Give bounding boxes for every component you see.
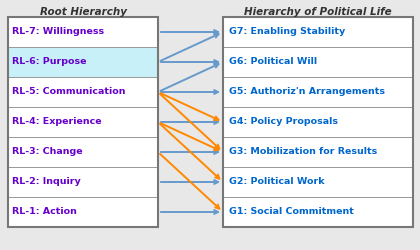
Bar xyxy=(223,17,413,47)
Text: RL-7: Willingness: RL-7: Willingness xyxy=(12,28,104,36)
Text: RL-1: Action: RL-1: Action xyxy=(12,208,77,216)
Bar xyxy=(8,197,158,227)
Text: G2: Political Work: G2: Political Work xyxy=(229,178,325,186)
Text: RL-5: Communication: RL-5: Communication xyxy=(12,88,126,96)
Text: G6: Political Will: G6: Political Will xyxy=(229,58,317,66)
Bar xyxy=(223,197,413,227)
Text: Root Hierarchy: Root Hierarchy xyxy=(39,7,126,17)
Text: RL-2: Inquiry: RL-2: Inquiry xyxy=(12,178,81,186)
Bar xyxy=(8,137,158,167)
Bar xyxy=(8,167,158,197)
Bar xyxy=(8,17,158,47)
Bar xyxy=(223,47,413,77)
Bar xyxy=(223,107,413,137)
Bar xyxy=(223,77,413,107)
Text: RL-3: Change: RL-3: Change xyxy=(12,148,83,156)
Bar xyxy=(223,137,413,167)
Text: Hierarchy of Political Life: Hierarchy of Political Life xyxy=(244,7,392,17)
Text: G5: Authoriz'n Arrangements: G5: Authoriz'n Arrangements xyxy=(229,88,385,96)
Text: RL-4: Experience: RL-4: Experience xyxy=(12,118,102,126)
Bar xyxy=(8,17,158,227)
Bar xyxy=(223,167,413,197)
Bar xyxy=(8,47,158,77)
Bar xyxy=(223,17,413,227)
Bar xyxy=(8,77,158,107)
Text: G4: Policy Proposals: G4: Policy Proposals xyxy=(229,118,338,126)
Text: G7: Enabling Stability: G7: Enabling Stability xyxy=(229,28,345,36)
Bar xyxy=(8,107,158,137)
Text: G3: Mobilization for Results: G3: Mobilization for Results xyxy=(229,148,377,156)
Text: RL-6: Purpose: RL-6: Purpose xyxy=(12,58,87,66)
Text: G1: Social Commitment: G1: Social Commitment xyxy=(229,208,354,216)
